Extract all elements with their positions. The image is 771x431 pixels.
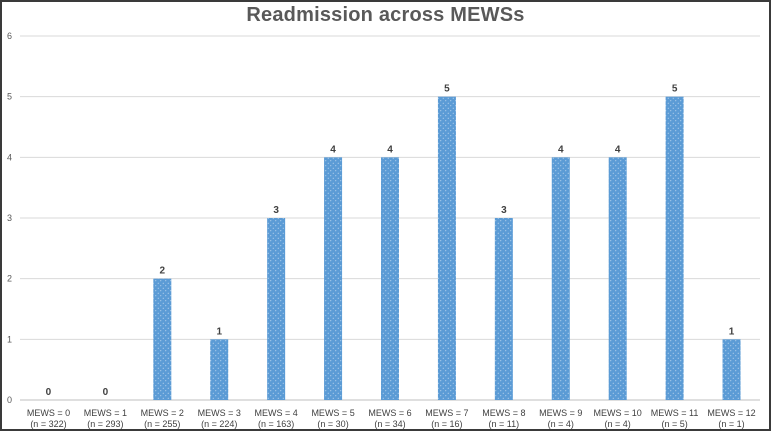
bar-mews-7 <box>437 96 456 401</box>
data-label: 2 <box>160 266 166 277</box>
bar-mews-8 <box>494 218 513 400</box>
x-tick-label: MEWS = 8 <box>482 408 525 418</box>
data-label: 0 <box>103 387 109 398</box>
x-tick-label: MEWS = 0 <box>27 408 70 418</box>
bar-mews-9 <box>551 157 570 400</box>
bar-mews-5 <box>324 157 343 400</box>
bar-mews-3 <box>210 339 229 400</box>
y-tick-label: 4 <box>7 152 12 162</box>
data-labels: 0 0 2 1 3 4 4 5 3 4 4 5 1 <box>46 84 735 398</box>
bar-mews-6 <box>381 157 399 400</box>
x-tick-label: MEWS = 7 <box>425 408 468 418</box>
x-tick-sample-size: (n = 1) <box>718 419 744 429</box>
x-tick-label: MEWS = 12 <box>707 408 755 418</box>
data-label: 4 <box>387 144 393 155</box>
data-label: 3 <box>273 205 279 216</box>
data-label: 4 <box>330 144 336 155</box>
x-tick-sample-size: (n = 255) <box>144 419 180 429</box>
bar-mews-10 <box>608 157 627 400</box>
x-tick-label: MEWS = 5 <box>311 408 354 418</box>
x-tick-sample-size: (n = 163) <box>258 419 294 429</box>
x-tick-label: MEWS = 9 <box>539 408 582 418</box>
data-label: 4 <box>558 144 564 155</box>
data-label: 5 <box>444 84 450 95</box>
x-tick-label: MEWS = 1 <box>84 408 127 418</box>
x-tick-label: MEWS = 10 <box>594 408 642 418</box>
x-axis-ticks: MEWS = 0(n = 322) MEWS = 1(n = 293) MEWS =… <box>27 408 756 429</box>
bar-mews-11 <box>665 96 684 401</box>
data-label: 3 <box>501 205 507 216</box>
data-label: 0 <box>46 387 52 398</box>
x-tick-sample-size: (n = 322) <box>30 419 66 429</box>
x-tick-label: MEWS = 11 <box>651 408 699 418</box>
bars <box>153 96 741 401</box>
x-tick-sample-size: (n = 293) <box>87 419 123 429</box>
y-tick-label: 3 <box>7 213 12 223</box>
data-label: 1 <box>729 326 735 337</box>
data-label: 4 <box>615 144 621 155</box>
bar-mews-4 <box>267 218 286 400</box>
chart-title: Readmission across MEWSs <box>246 4 525 26</box>
x-tick-sample-size: (n = 5) <box>661 419 687 429</box>
x-tick-sample-size: (n = 30) <box>317 419 348 429</box>
x-tick-label: MEWS = 4 <box>255 408 298 418</box>
x-tick-label: MEWS = 2 <box>141 408 184 418</box>
data-label: 5 <box>672 84 678 95</box>
bar-mews-12 <box>722 339 741 400</box>
x-tick-sample-size: (n = 224) <box>201 419 237 429</box>
bar-mews-2 <box>153 278 172 400</box>
x-tick-sample-size: (n = 34) <box>374 419 405 429</box>
x-tick-label: MEWS = 3 <box>198 408 241 418</box>
x-tick-sample-size: (n = 4) <box>605 419 631 429</box>
x-tick-label: MEWS = 6 <box>368 408 411 418</box>
y-tick-label: 0 <box>7 395 12 405</box>
x-tick-sample-size: (n = 4) <box>548 419 574 429</box>
y-tick-label: 1 <box>7 334 12 344</box>
y-tick-label: 6 <box>7 31 12 41</box>
y-axis-ticks: 0 1 2 3 4 5 6 <box>7 31 12 405</box>
y-tick-label: 2 <box>7 274 12 284</box>
x-tick-sample-size: (n = 11) <box>489 419 520 429</box>
data-label: 1 <box>216 326 222 337</box>
y-tick-label: 5 <box>7 92 12 102</box>
x-tick-sample-size: (n = 16) <box>431 419 462 429</box>
